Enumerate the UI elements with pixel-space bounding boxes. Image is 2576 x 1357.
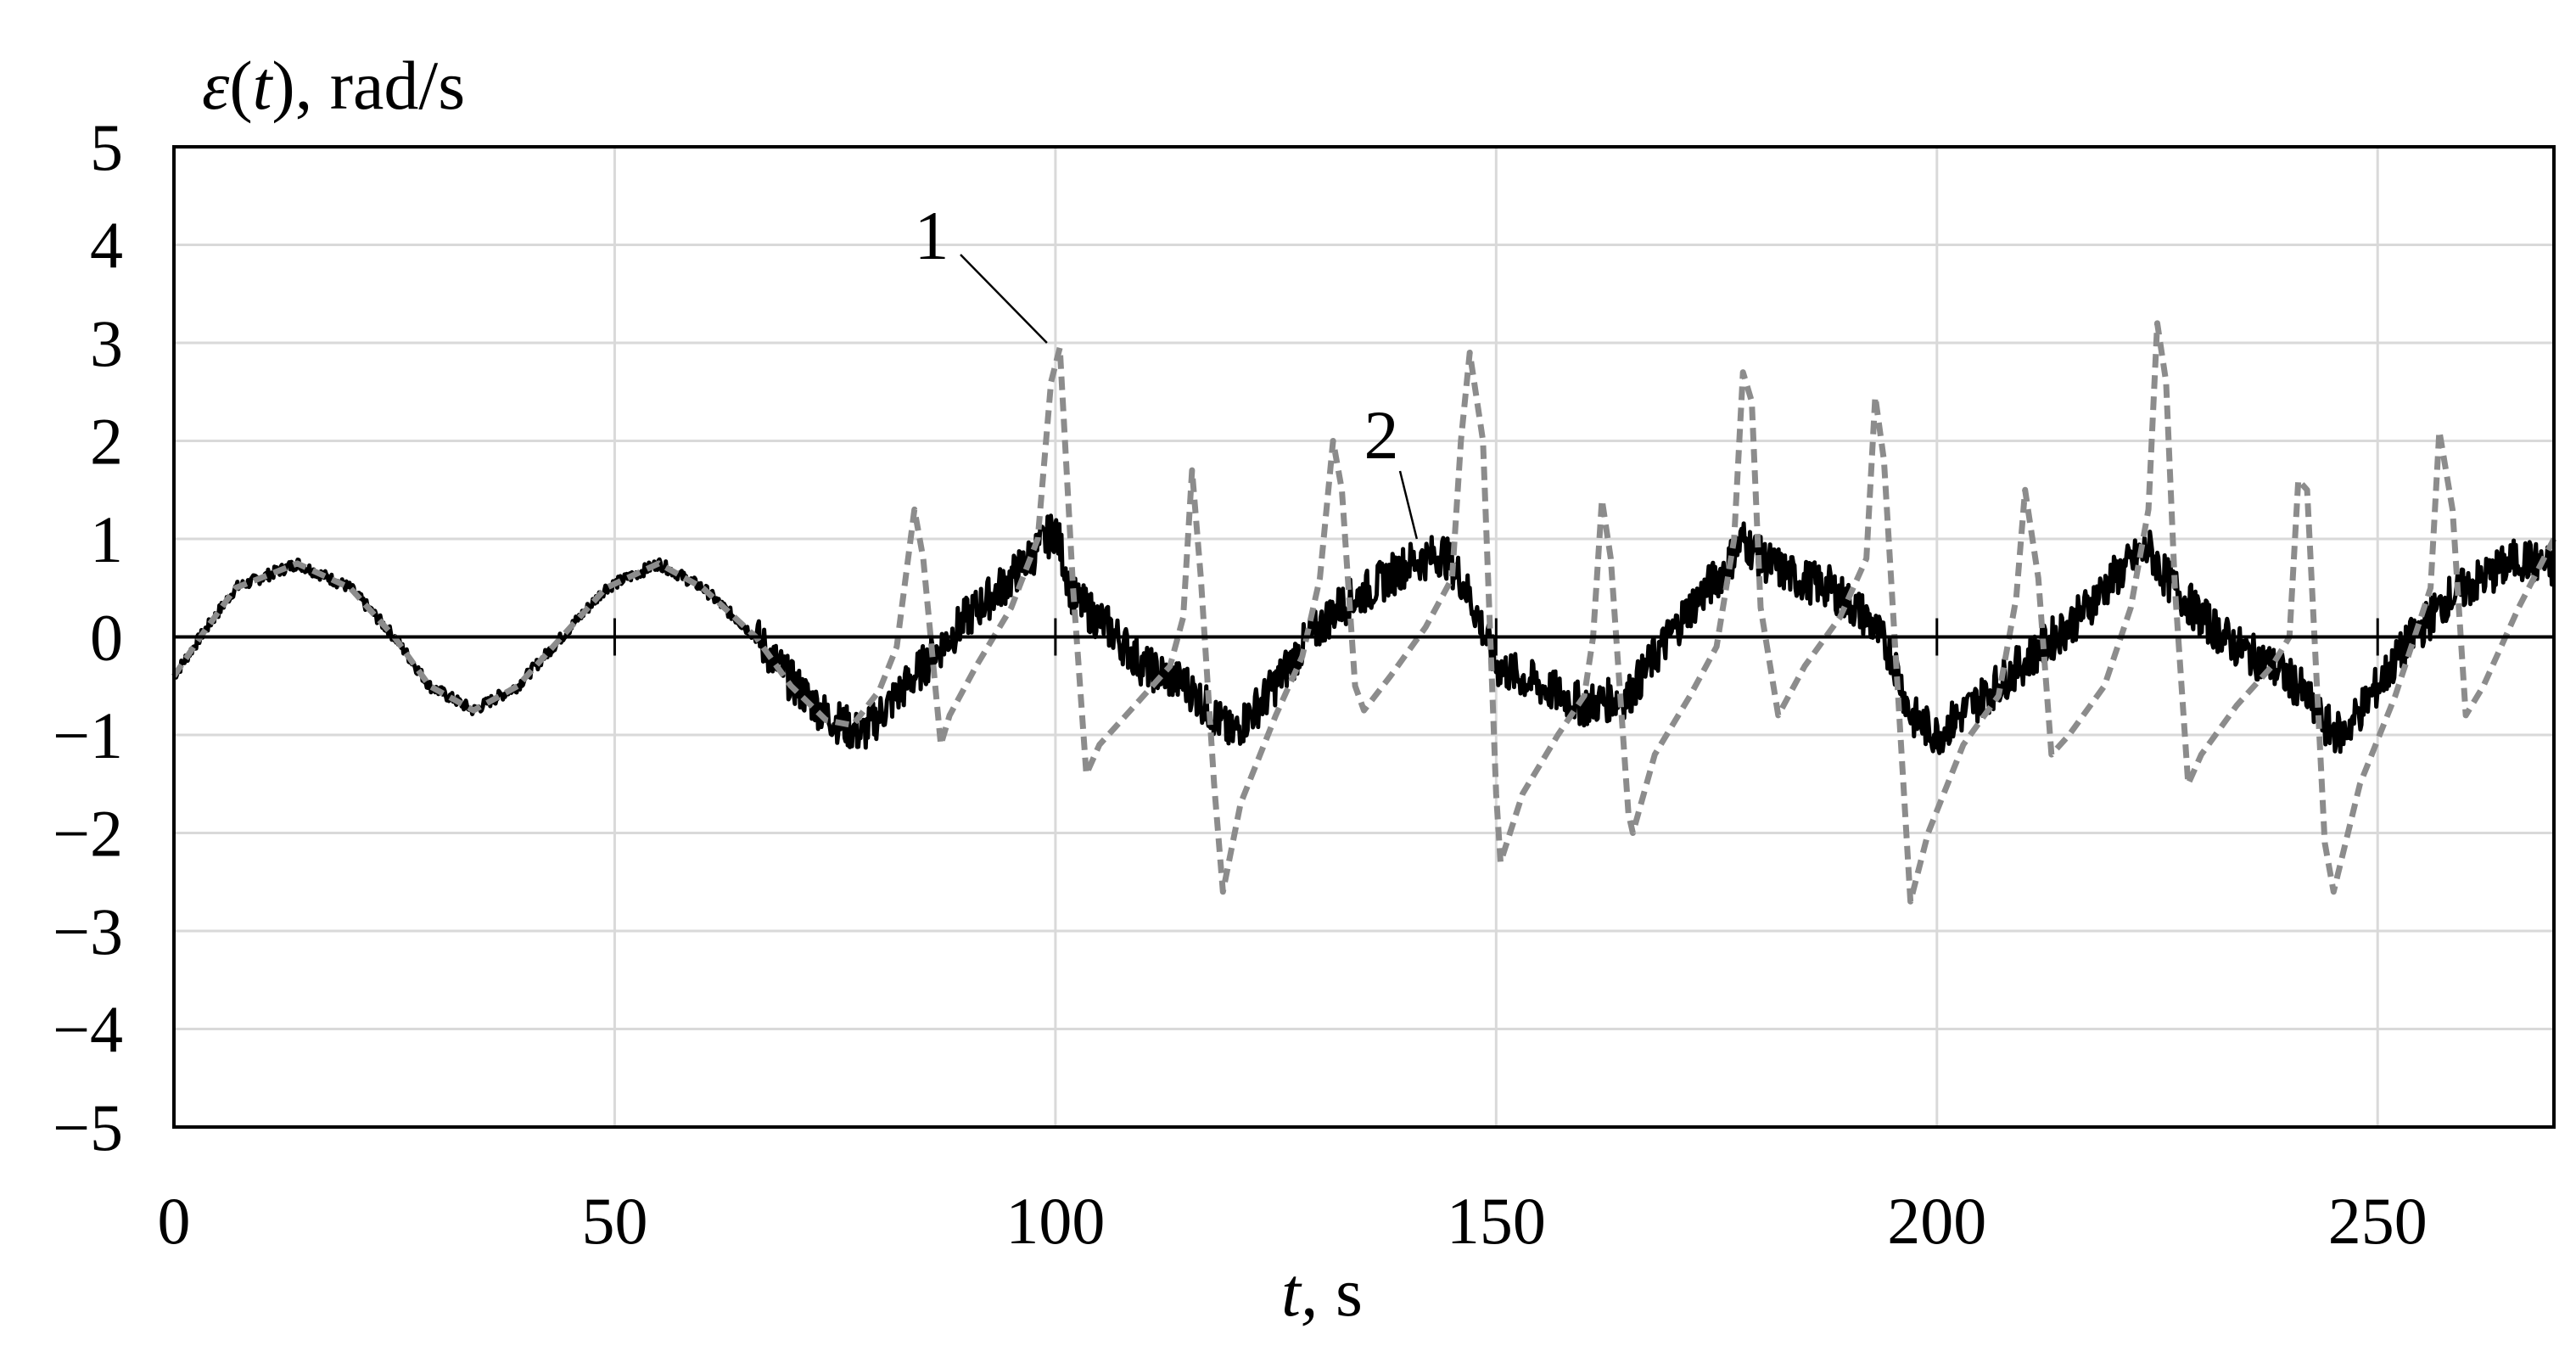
y-tick-label: 4 xyxy=(90,209,123,283)
series-layer xyxy=(171,320,2557,905)
series-2-line xyxy=(171,513,2556,755)
y-axis-title: ε(t), rad/s xyxy=(202,47,465,124)
y-tick-label: 1 xyxy=(90,502,123,576)
y-tick-label: 5 xyxy=(90,110,123,184)
series-2-leader xyxy=(1398,470,1419,540)
x-tick-label: 200 xyxy=(1887,1184,1986,1258)
tick-labels: 5 4 3 2 1 0 −1 −2 −3 −4 −5 0 50 100 150 200 250 xyxy=(53,110,2428,1258)
y-axis-symbol: ε xyxy=(202,47,230,124)
series-2-label: 2 xyxy=(1364,396,1399,474)
x-tick-label: 50 xyxy=(581,1184,647,1258)
y-tick-label: −5 xyxy=(53,1091,123,1164)
x-tick-label: 150 xyxy=(1447,1184,1546,1258)
x-tick-label: 100 xyxy=(1005,1184,1105,1258)
series-1-leader xyxy=(960,254,1048,344)
y-tick-label: 3 xyxy=(90,306,123,380)
y-tick-label: −3 xyxy=(53,894,123,968)
plot-frame xyxy=(172,145,2556,1129)
y-axis-close-paren: ) xyxy=(272,47,294,124)
x-axis-unit: s xyxy=(1318,1253,1362,1331)
y-tick-label: −2 xyxy=(53,797,123,871)
x-tick-label: 0 xyxy=(158,1184,191,1258)
series-1-label: 1 xyxy=(915,197,949,274)
series-1-line xyxy=(171,320,2557,905)
x-axis-title: t, s xyxy=(1281,1253,1363,1331)
curve-labels: 12 xyxy=(915,197,1419,540)
x-axis-var: t, xyxy=(1281,1253,1318,1331)
y-tick-label: −1 xyxy=(53,698,123,772)
y-tick-label: −4 xyxy=(53,993,123,1067)
y-tick-label: 0 xyxy=(90,601,123,675)
y-tick-label: 2 xyxy=(90,405,123,479)
y-axis-unit: , rad/s xyxy=(295,47,465,124)
x-tick-label: 250 xyxy=(2328,1184,2428,1258)
y-axis-var: t xyxy=(253,47,274,124)
y-axis-open-paren: ( xyxy=(229,47,252,124)
